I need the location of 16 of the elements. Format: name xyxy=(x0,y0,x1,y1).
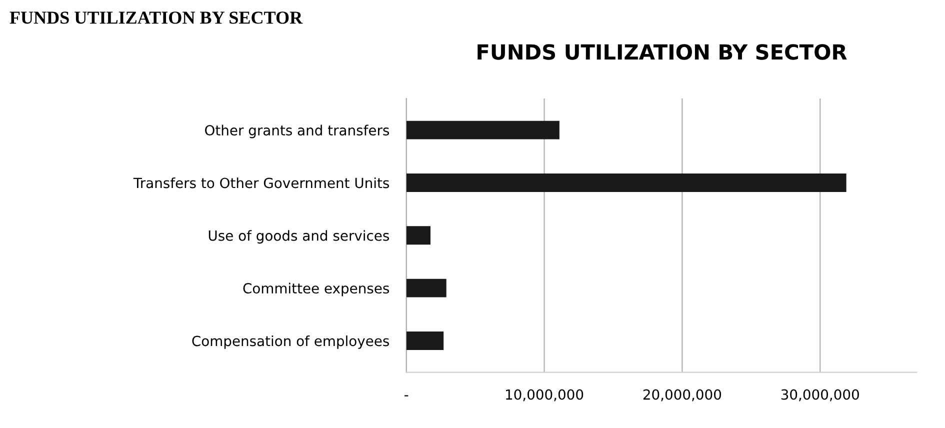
chart-title: FUNDS UTILIZATION BY SECTOR xyxy=(478,44,847,60)
y-tick-label: Other grants and transfers xyxy=(205,124,390,138)
x-tick-label: - xyxy=(404,395,408,396)
bar xyxy=(406,332,444,350)
bar xyxy=(406,278,446,298)
x-tick-label: 20,000,000 xyxy=(643,389,722,402)
x-tick-label: 10,000,000 xyxy=(506,389,584,402)
y-tick-label: Use of goods and services xyxy=(208,230,390,244)
bar xyxy=(406,174,846,192)
y-tick-label: Committee expenses xyxy=(243,282,390,296)
bar xyxy=(406,120,560,140)
y-tick-label: Transfers to Other Government Units xyxy=(133,177,390,188)
bar xyxy=(406,226,430,245)
x-tick-label: 30,000,000 xyxy=(781,389,859,402)
y-tick-label: Compensation of employees xyxy=(192,335,389,349)
text: FUNDS UTILIZATION BY SECTOR xyxy=(10,12,303,24)
